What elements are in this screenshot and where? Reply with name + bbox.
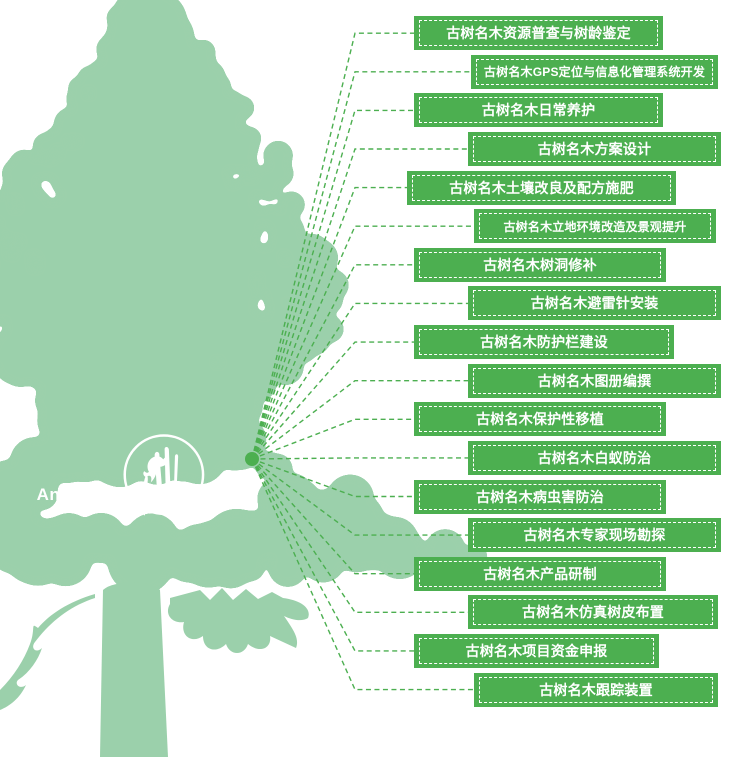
svg-text:啄木鸟: 啄木鸟 — [122, 502, 170, 517]
